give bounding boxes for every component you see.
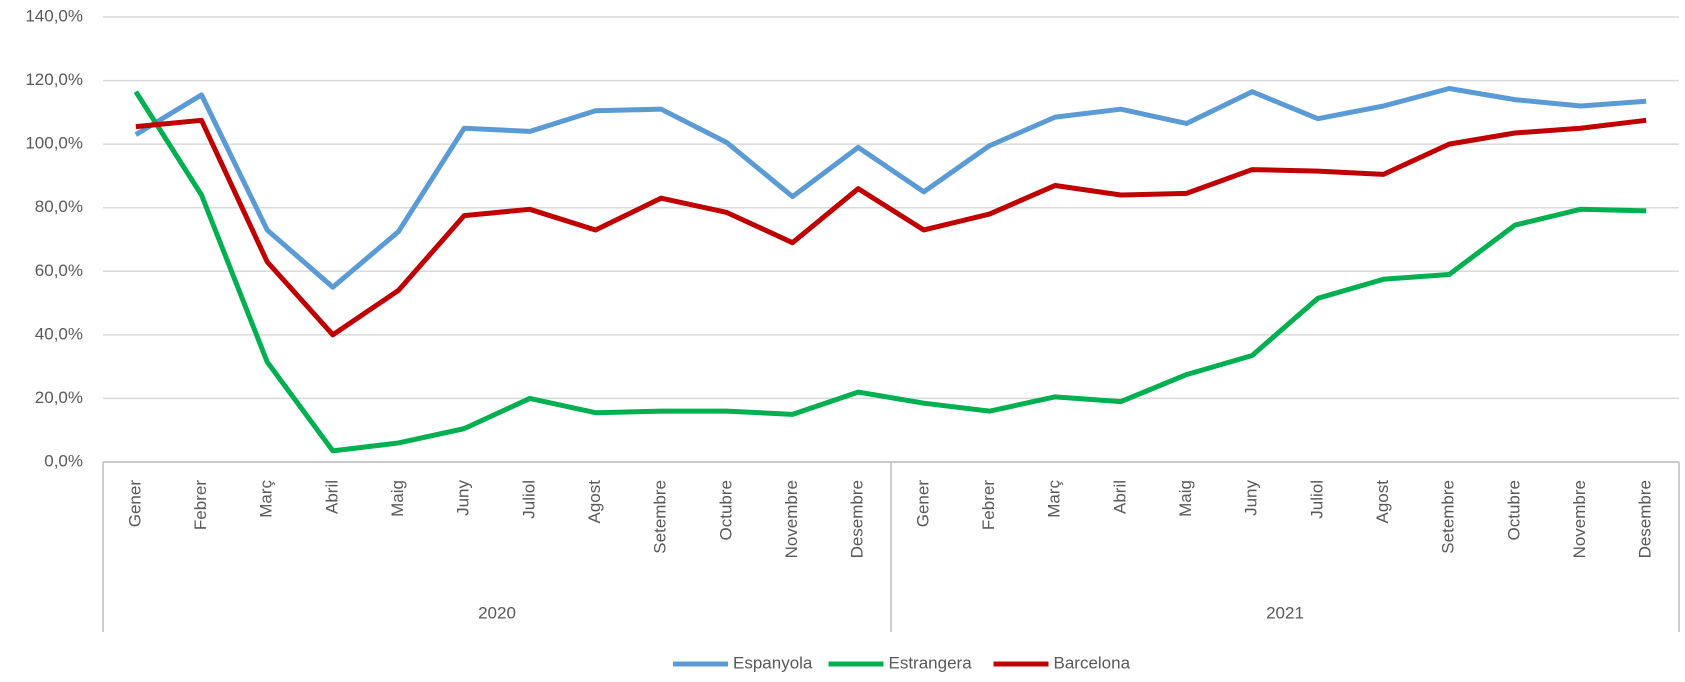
legend-label: Espanyola <box>733 653 813 672</box>
y-tick-label: 40,0% <box>35 324 83 343</box>
x-tick-label: Setembre <box>1439 480 1458 554</box>
x-tick-label: Desembre <box>1636 480 1655 558</box>
x-tick-label: Agost <box>585 480 604 524</box>
group-label: 2021 <box>1266 603 1304 622</box>
x-tick-label: Setembre <box>651 480 670 554</box>
y-tick-label: 100,0% <box>25 134 83 153</box>
y-tick-label: 60,0% <box>35 261 83 280</box>
y-tick-label: 20,0% <box>35 388 83 407</box>
x-tick-label: Febrer <box>979 480 998 530</box>
x-tick-label: Maig <box>388 480 407 517</box>
x-tick-label: Juliol <box>1307 480 1326 519</box>
x-tick-label: Gener <box>125 480 144 528</box>
x-tick-label: Març <box>257 480 276 518</box>
x-tick-label: Novembre <box>1570 480 1589 558</box>
series-line <box>134 86 1647 290</box>
legend-label: Barcelona <box>1054 653 1131 672</box>
x-tick-label: Març <box>1045 480 1064 518</box>
x-tick-label: Juny <box>1242 480 1261 516</box>
x-tick-label: Abril <box>322 480 341 514</box>
x-tick-label: Octubre <box>716 480 735 540</box>
x-tick-label: Agost <box>1373 480 1392 524</box>
x-tick-label: Juny <box>454 480 473 516</box>
y-tick-label: 80,0% <box>35 197 83 216</box>
x-tick-label: Gener <box>913 480 932 528</box>
x-tick-label: Juliol <box>519 480 538 519</box>
x-tick-label: Abril <box>1110 480 1129 514</box>
series-line <box>133 90 1647 454</box>
legend-label: Estrangera <box>889 653 973 672</box>
x-tick-label: Febrer <box>191 480 210 530</box>
series-line <box>135 117 1647 338</box>
x-tick-label: Desembre <box>848 480 867 558</box>
x-tick-label: Novembre <box>782 480 801 558</box>
group-label: 2020 <box>478 603 516 622</box>
x-tick-label: Octubre <box>1504 480 1523 540</box>
y-tick-label: 120,0% <box>25 70 83 89</box>
y-tick-label: 0,0% <box>44 451 83 470</box>
x-tick-label: Maig <box>1176 480 1195 517</box>
y-tick-label: 140,0% <box>25 6 83 25</box>
